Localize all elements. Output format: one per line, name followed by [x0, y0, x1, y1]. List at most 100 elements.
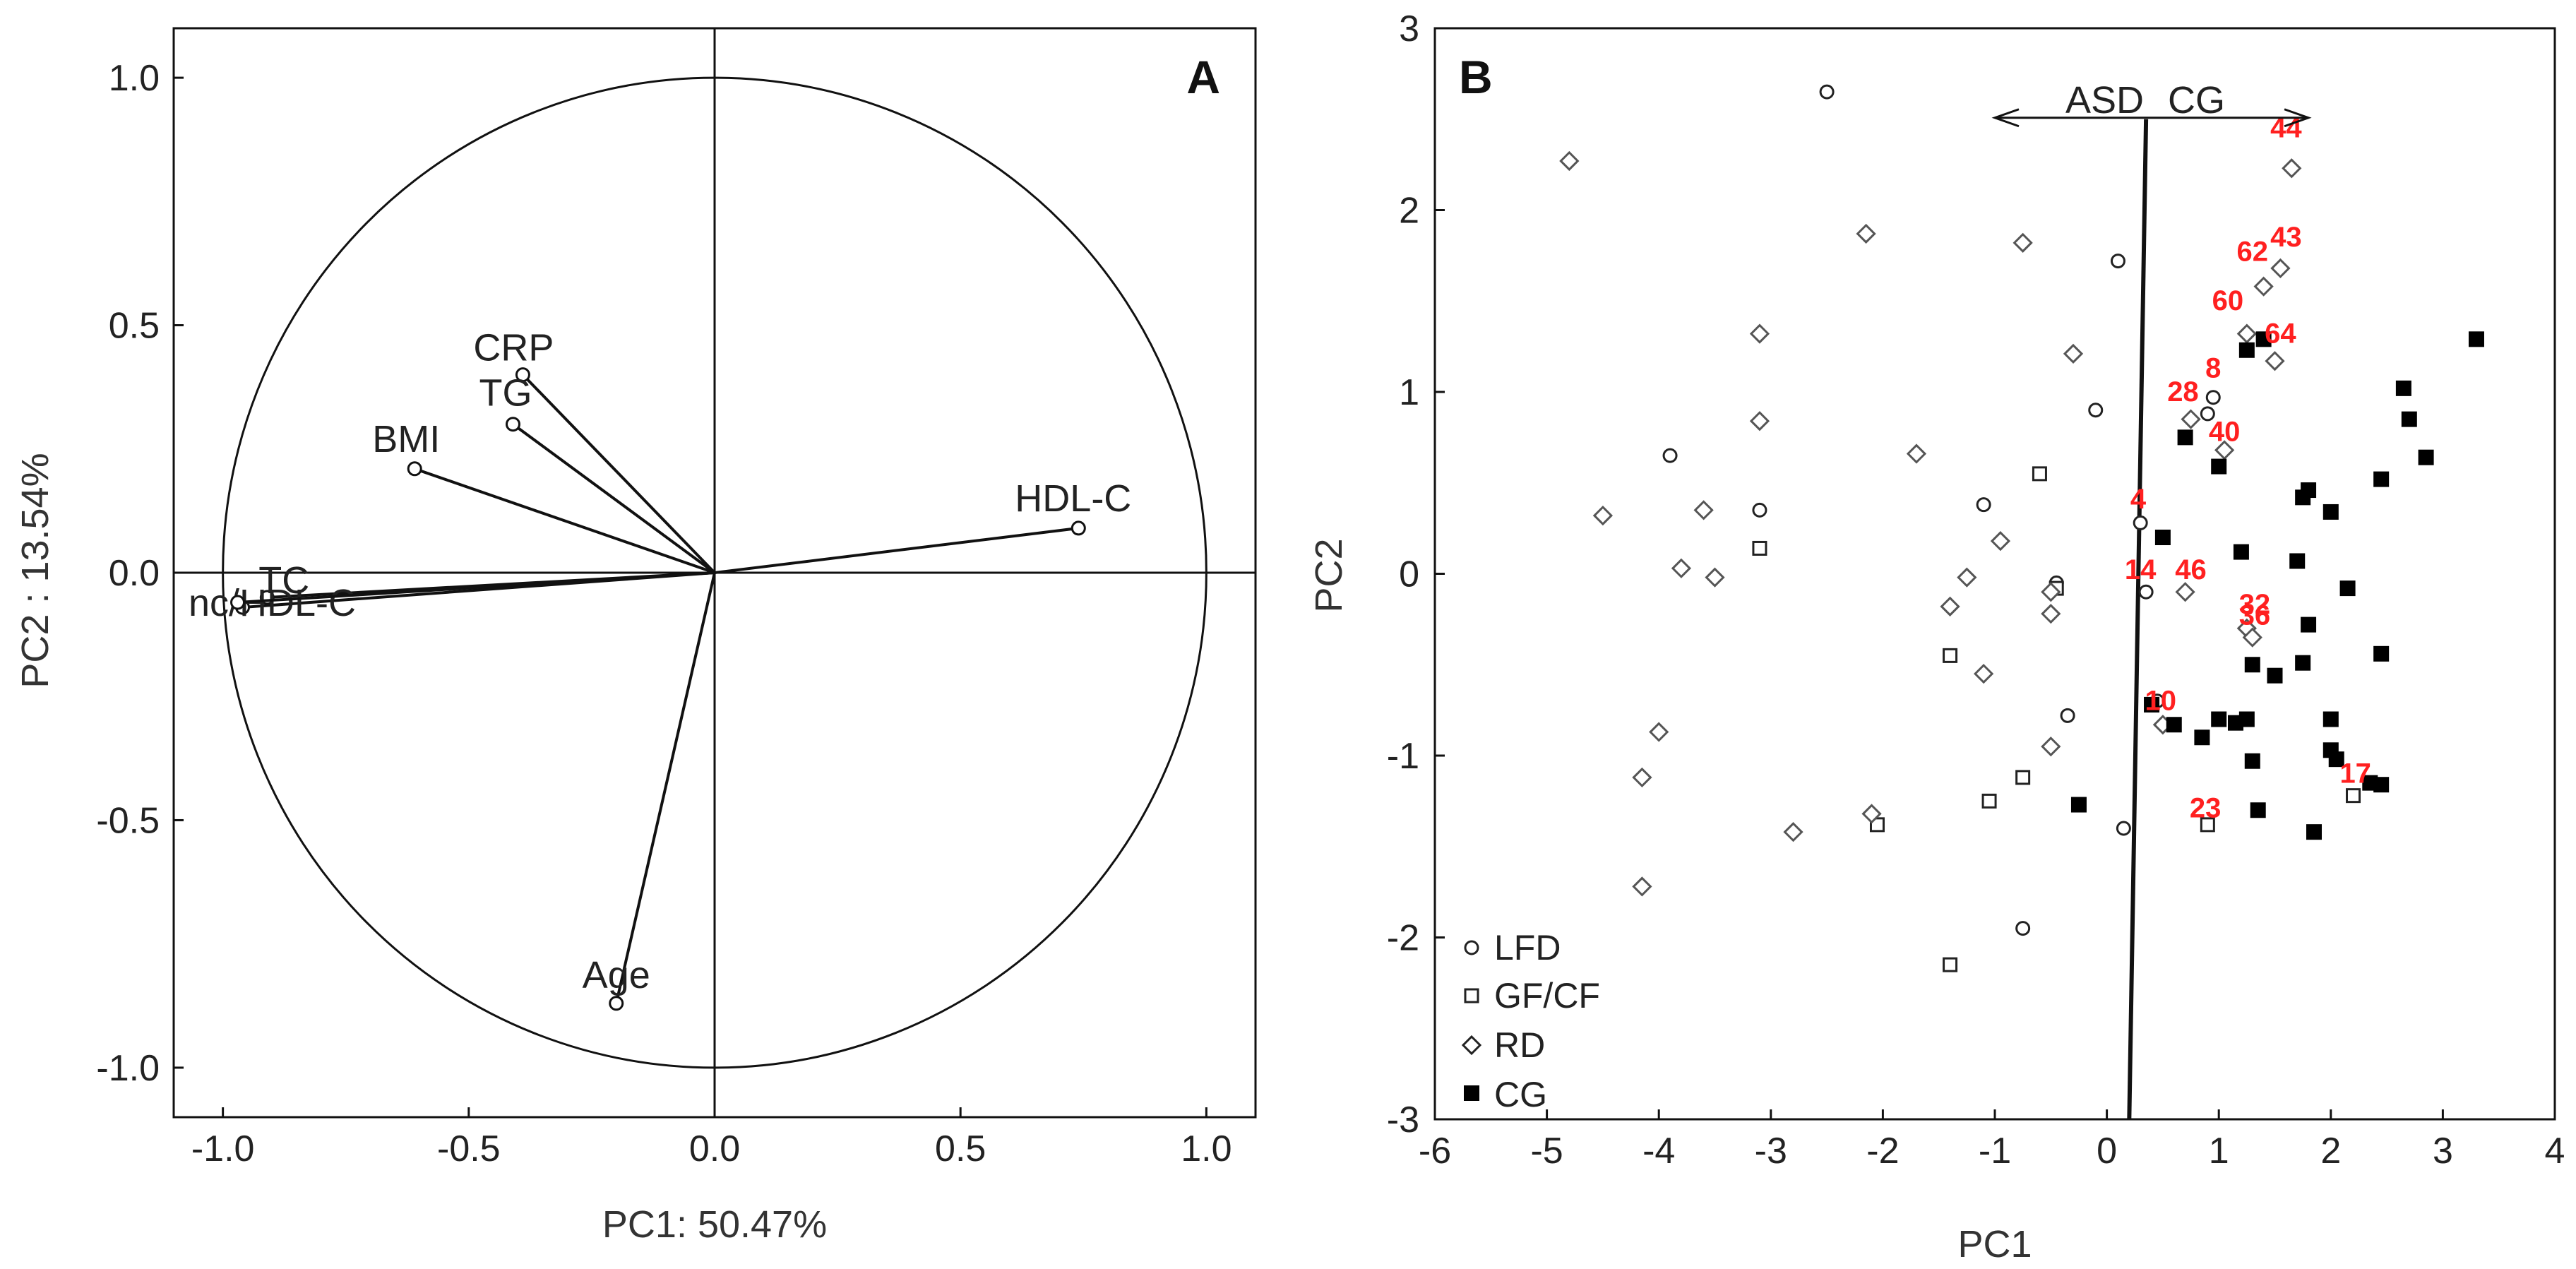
point-cg	[2289, 553, 2306, 569]
point-rd	[1861, 804, 1882, 824]
loading-vector-endpoint	[230, 595, 246, 610]
loading-vector-label: Age	[583, 954, 650, 996]
point-cg	[2418, 449, 2434, 465]
point-lfd	[2200, 406, 2215, 422]
point-rd	[2214, 440, 2235, 460]
point-cg	[2301, 616, 2317, 633]
point-cg	[2166, 717, 2182, 733]
point-lfd	[2088, 403, 2104, 418]
point-rd	[1749, 411, 1770, 431]
loading-vector	[414, 467, 715, 574]
point-rd	[2181, 409, 2201, 429]
point-cg	[2395, 380, 2411, 396]
y-tick-label: 1.0	[109, 58, 160, 99]
subject-id-label: 36	[2239, 600, 2271, 631]
point-rd	[2236, 323, 2257, 344]
y-tick-label: -2	[1387, 918, 1419, 959]
y-tick-label: 0	[1399, 554, 1419, 595]
panel-b-legend: LFD GF/CF RD CG	[1461, 928, 1600, 1114]
point-lfd	[2116, 821, 2131, 836]
legend-marker-filled-square-icon	[1464, 1085, 1479, 1101]
point-rd	[1559, 150, 1580, 172]
loading-vector-endpoint	[1071, 520, 1086, 536]
panel-b-y-axis-title: PC2	[1308, 538, 1350, 612]
point-rd	[2270, 258, 2291, 279]
point-cg	[2238, 711, 2255, 727]
point-lfd	[1662, 448, 1678, 463]
panel-a: -1.0 -0.5 0.0 0.5 1.0 1.0 0.5 0.0 -0.5 -1.0 CRPTG…	[14, 27, 1257, 1246]
group-separator-line	[2127, 119, 2149, 1120]
point-lfd	[1752, 502, 1767, 518]
subject-id-label: 10	[2145, 686, 2176, 717]
subject-id-label: 62	[2237, 237, 2269, 268]
subject-id-label: 23	[2190, 793, 2222, 824]
legend-label: LFD	[1494, 928, 1561, 967]
point-cg	[2255, 331, 2272, 347]
point-rd	[1906, 443, 1927, 464]
y-tick-label: -1	[1387, 736, 1419, 777]
y-tick-label: -1.0	[96, 1048, 160, 1089]
point-rd	[1990, 531, 2011, 552]
legend-label: GF/CF	[1494, 976, 1600, 1015]
point-rd	[2063, 343, 2084, 364]
point-cg	[2244, 657, 2260, 673]
point-cg	[2373, 777, 2390, 793]
loading-vector-label: CRP	[473, 327, 554, 369]
loading-vector-endpoint	[609, 996, 624, 1011]
x-tick-label: -1	[1979, 1131, 2011, 1172]
x-tick-label: -1.0	[191, 1128, 255, 1169]
panel-b-x-axis-title: PC1	[1957, 1223, 2032, 1265]
panel-b-plot	[1559, 84, 2484, 1120]
x-tick-label: -4	[1642, 1131, 1675, 1172]
point-gfcf	[1869, 817, 1885, 833]
arrow-label-cg: CG	[2168, 79, 2225, 121]
point-cg	[2194, 729, 2210, 746]
legend-item-rd: RD	[1461, 1025, 1545, 1065]
point-cg	[2339, 580, 2356, 597]
point-rd	[1671, 558, 1692, 578]
point-cg	[2154, 530, 2171, 545]
point-rd	[1749, 323, 1770, 344]
x-tick-label: 2	[2320, 1131, 2341, 1172]
point-rd	[2175, 582, 2195, 602]
panel-a-letter: A	[1186, 51, 1220, 103]
point-gfcf	[2015, 770, 2031, 785]
point-cg	[2295, 489, 2311, 506]
arrow-left-head-icon	[1991, 108, 2020, 128]
point-cg	[2306, 824, 2322, 840]
point-rd	[1592, 505, 1614, 526]
y-tick-label: 0.0	[109, 553, 160, 594]
point-lfd	[2205, 390, 2221, 405]
subject-id-label: 46	[2175, 554, 2207, 585]
point-rd	[1632, 767, 1652, 788]
point-cg	[2144, 696, 2160, 713]
point-gfcf	[2346, 788, 2361, 804]
loading-vector-endpoint	[515, 367, 530, 383]
point-rd	[1705, 567, 1725, 588]
loading-vector-label: BMI	[372, 418, 440, 460]
legend-marker-open-square-icon	[1464, 988, 1479, 1003]
legend-label: RD	[1494, 1025, 1545, 1065]
loading-vector-label: TC	[258, 559, 309, 602]
point-lfd	[2110, 254, 2125, 269]
loading-vector-endpoint	[407, 461, 422, 477]
point-gfcf	[2032, 466, 2047, 482]
legend-label: CG	[1494, 1075, 1547, 1114]
point-cg	[2233, 544, 2249, 560]
panel-a-ticks: -1.0 -0.5 0.0 0.5 1.0 1.0 0.5 0.0 -0.5 -1.0	[96, 58, 1232, 1169]
x-tick-label: 0.5	[935, 1128, 986, 1169]
point-gfcf	[1943, 648, 1958, 663]
point-rd	[2041, 582, 2061, 602]
loading-vector	[237, 571, 715, 604]
subject-id-label: 14	[2125, 554, 2157, 585]
point-lfd	[1976, 497, 1991, 513]
point-lfd	[1819, 84, 1835, 100]
subject-id-label: 8	[2205, 352, 2221, 383]
x-tick-label: 1	[2209, 1131, 2229, 1172]
arrow-right-head-icon	[2284, 108, 2312, 128]
x-tick-label: 0	[2097, 1131, 2117, 1172]
legend-item-gfcf: GF/CF	[1464, 976, 1600, 1015]
point-rd	[2265, 351, 2285, 371]
